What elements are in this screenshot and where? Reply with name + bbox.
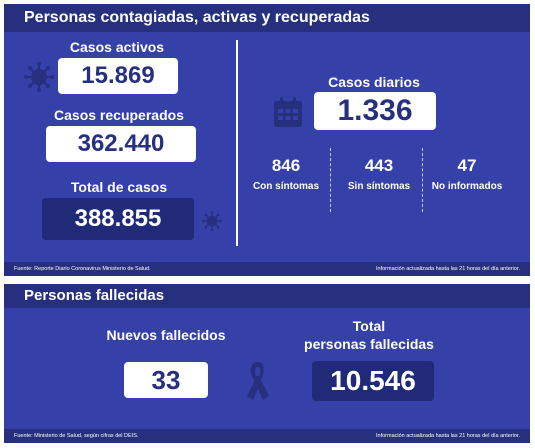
breakdown-divider [422,148,423,212]
breakdown-value: 47 [457,156,477,175]
total-deaths-value: 10.546 [312,361,434,401]
virus-icon [24,62,54,92]
breakdown-value: 846 [271,156,301,175]
total-cases-value: 388.855 [42,198,194,240]
source-note: Fuente: Ministerio de Salud, según cifra… [14,433,139,439]
recovered-cases-label: Casos recuperados [54,107,184,123]
total-cases-label: Total de casos [70,179,168,195]
active-cases-value: 15.869 [58,58,178,94]
source-note: Fuente: Reporte Diario Coronavirus Minis… [14,266,151,272]
daily-cases-label: Casos diarios [328,74,420,90]
breakdown-divider [330,148,331,212]
contagios-title: Personas contagiadas, activas y recupera… [4,4,530,32]
new-deaths-value: 33 [124,362,208,398]
fallecidos-panel: Personas fallecidas Nuevos fallecidos 33… [4,284,530,443]
total-deaths-label-1: Total [352,318,386,334]
contagios-panel: Personas contagiadas, activas y recupera… [4,4,530,276]
update-note: Información actualizada hasta las 21 hor… [375,266,520,272]
virus-icon [202,211,222,231]
total-deaths-label-2: personas fallecidas [304,336,434,352]
update-note: Información actualizada hasta las 21 hor… [375,433,520,439]
breakdown-label: No informados [431,181,503,192]
calendar-icon [272,96,304,128]
contagios-footer: Fuente: Reporte Diario Coronavirus Minis… [4,262,530,276]
breakdown-label: Sin síntomas [347,181,411,192]
fallecidos-title: Personas fallecidas [4,284,530,308]
active-cases-label: Casos activos [69,39,165,55]
new-deaths-label: Nuevos fallecidos [106,327,226,343]
recovered-cases-value: 362.440 [46,126,196,162]
breakdown-label: Con síntomas [252,181,320,192]
fallecidos-footer: Fuente: Ministerio de Salud, según cifra… [4,429,530,443]
column-divider [236,40,238,246]
breakdown-value: 443 [364,156,394,175]
daily-cases-value: 1.336 [314,92,436,130]
ribbon-icon [244,360,272,402]
